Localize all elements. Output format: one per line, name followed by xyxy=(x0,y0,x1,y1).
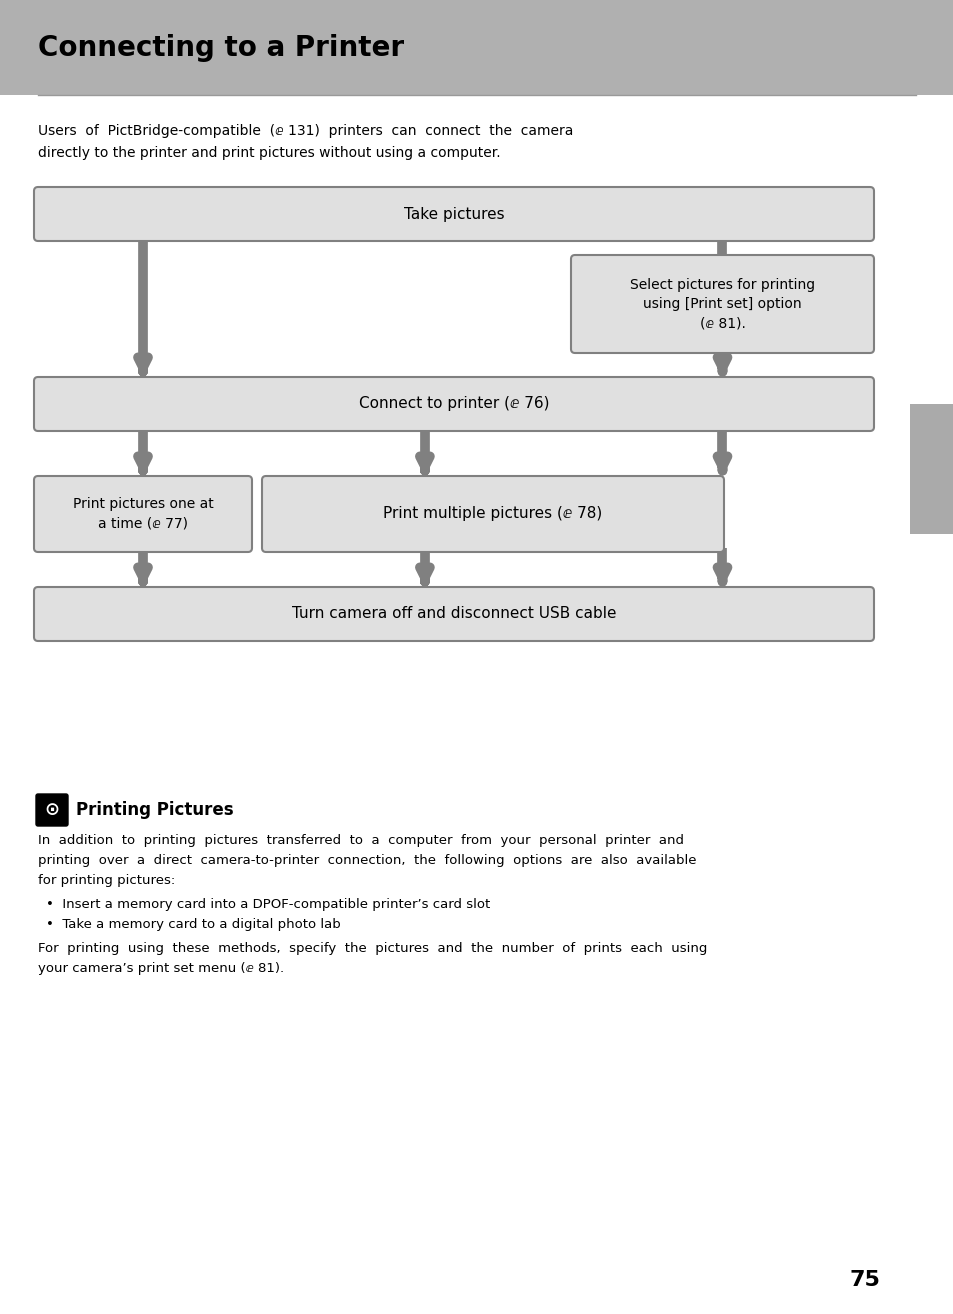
Text: for printing pictures:: for printing pictures: xyxy=(38,874,175,887)
Text: Take pictures: Take pictures xyxy=(403,206,504,222)
Text: ⊙: ⊙ xyxy=(45,802,59,819)
Text: Users  of  PictBridge-compatible  (ⅇ 131)  printers  can  connect  the  camera: Users of PictBridge-compatible (ⅇ 131) p… xyxy=(38,124,573,138)
Text: •  Take a memory card to a digital photo lab: • Take a memory card to a digital photo … xyxy=(46,918,340,932)
Text: Turn camera off and disconnect USB cable: Turn camera off and disconnect USB cable xyxy=(292,607,616,622)
Text: For  printing  using  these  methods,  specify  the  pictures  and  the  number : For printing using these methods, specif… xyxy=(38,942,706,955)
Text: printing  over  a  direct  camera-to-printer  connection,  the  following  optio: printing over a direct camera-to-printer… xyxy=(38,854,696,867)
Text: Select pictures for printing
using [Print set] option
(ⅇ 81).: Select pictures for printing using [Prin… xyxy=(629,277,814,331)
FancyBboxPatch shape xyxy=(571,255,873,353)
Bar xyxy=(909,403,953,533)
Text: •  Insert a memory card into a DPOF-compatible printer’s card slot: • Insert a memory card into a DPOF-compa… xyxy=(46,897,490,911)
Text: In  addition  to  printing  pictures  transferred  to  a  computer  from  your  : In addition to printing pictures transfe… xyxy=(38,834,683,848)
Text: your camera’s print set menu (ⅇ 81).: your camera’s print set menu (ⅇ 81). xyxy=(38,962,284,975)
Text: directly to the printer and print pictures without using a computer.: directly to the printer and print pictur… xyxy=(38,146,500,160)
FancyBboxPatch shape xyxy=(34,587,873,641)
Text: 75: 75 xyxy=(848,1271,879,1290)
FancyBboxPatch shape xyxy=(34,377,873,431)
FancyBboxPatch shape xyxy=(262,476,723,552)
Text: Print pictures one at
a time (ⅇ 77): Print pictures one at a time (ⅇ 77) xyxy=(72,497,213,531)
Bar xyxy=(0,0,953,95)
FancyBboxPatch shape xyxy=(36,794,68,827)
Text: Printing Pictures: Printing Pictures xyxy=(76,802,233,819)
Text: Connect to printer (ⅇ 76): Connect to printer (ⅇ 76) xyxy=(358,397,549,411)
FancyBboxPatch shape xyxy=(34,187,873,240)
Text: Connecting to a Printer: Connecting to a Printer xyxy=(38,33,404,62)
FancyBboxPatch shape xyxy=(34,476,252,552)
Text: Print multiple pictures (ⅇ 78): Print multiple pictures (ⅇ 78) xyxy=(383,506,602,522)
